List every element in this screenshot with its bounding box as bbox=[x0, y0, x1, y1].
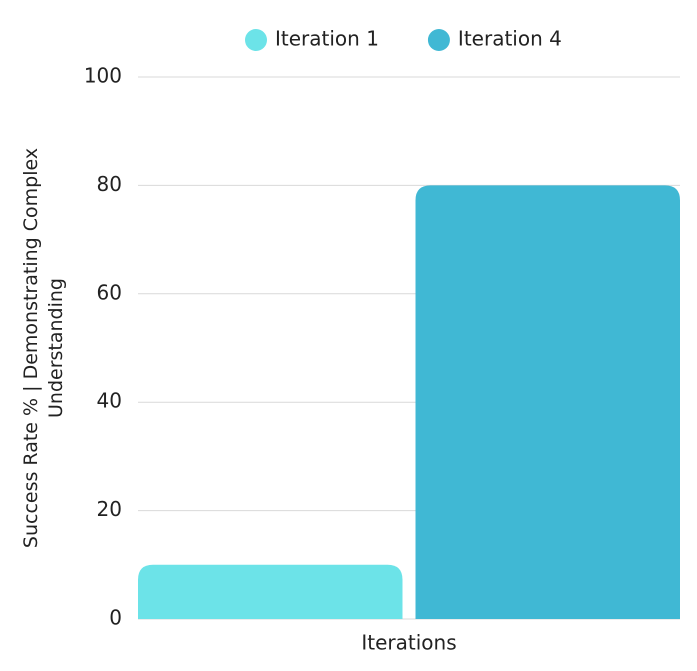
y-tick-label: 40 bbox=[97, 389, 122, 413]
x-axis-title: Iterations bbox=[361, 631, 456, 655]
legend-label: Iteration 1 bbox=[275, 27, 379, 51]
y-tick-label: 20 bbox=[97, 497, 122, 521]
y-tick-label: 60 bbox=[97, 280, 122, 304]
legend-swatch bbox=[427, 29, 450, 51]
y-tick-label: 100 bbox=[84, 64, 122, 88]
legend-swatch bbox=[245, 29, 267, 51]
y-axis-title: Success Rate % | Demonstrating Complex U… bbox=[20, 147, 67, 549]
y-tick-label: 80 bbox=[97, 172, 122, 196]
bar bbox=[415, 185, 680, 619]
legend-label: Iteration 4 bbox=[458, 27, 562, 51]
y-tick-label: 0 bbox=[109, 606, 122, 630]
bar bbox=[138, 564, 403, 619]
